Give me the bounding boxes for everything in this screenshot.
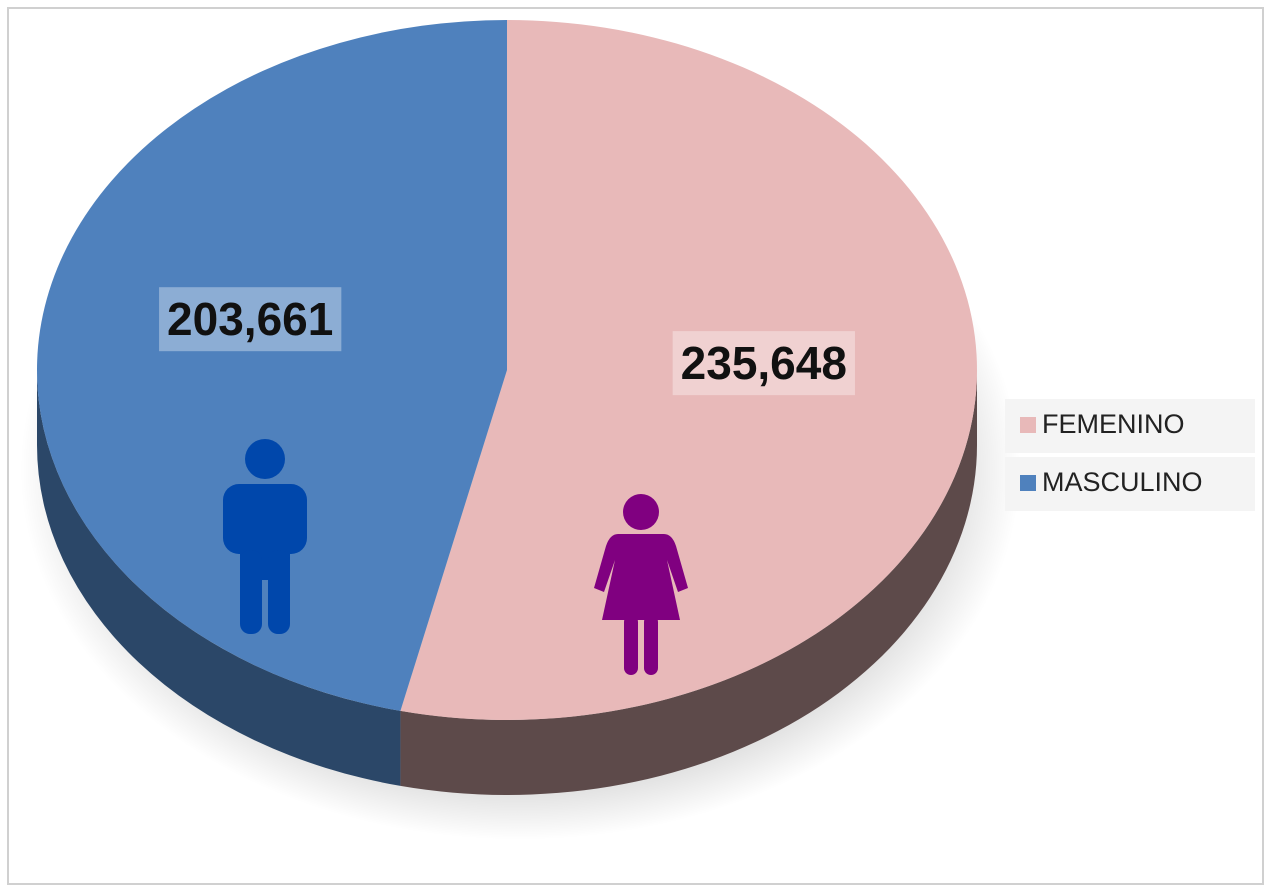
male-icon [223,439,307,634]
slice-side [37,370,401,786]
slice [400,20,978,720]
data-label: 235,648 [681,337,847,389]
slice-side [400,370,977,796]
female-icon [594,494,688,675]
icons [223,439,688,675]
pie [37,20,978,796]
data-label: 203,661 [167,293,333,345]
legend-swatch [1020,475,1036,491]
legend-label: MASCULINO [1042,467,1203,497]
data-label-box [672,331,855,396]
legend-swatch [1020,417,1036,433]
legend-panel [1005,457,1255,511]
legend-panel [1005,399,1255,453]
legend-label: FEMENINO [1042,409,1185,439]
data-label-box [159,287,342,352]
slice [37,20,507,711]
